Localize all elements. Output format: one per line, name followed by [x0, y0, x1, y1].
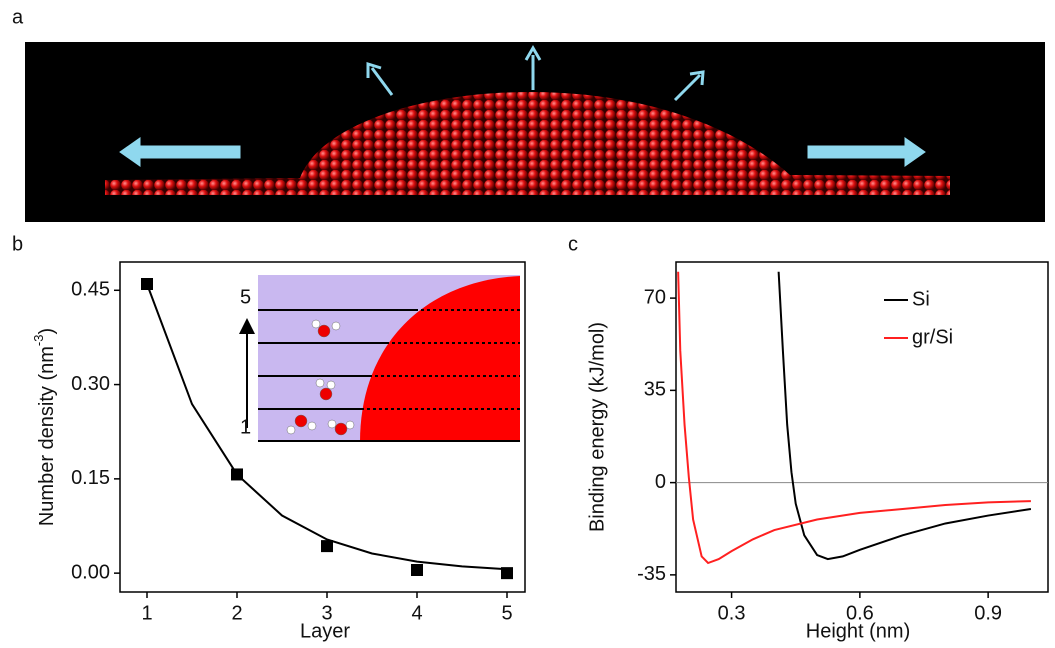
y-tick-label: 0.45	[71, 279, 110, 301]
inset-label: 1	[240, 416, 251, 438]
line	[146, 283, 508, 571]
x-tick-label: 0.6	[846, 602, 874, 624]
y-axis-label-text: Number density (nm	[36, 346, 58, 526]
line	[677, 271, 1031, 565]
x-tick-label: 5	[501, 602, 512, 624]
y-axis-label-end: )	[36, 328, 58, 335]
panel-label: c	[568, 233, 578, 255]
y-tick-label: 35	[644, 379, 666, 401]
x-tick-label: 2	[231, 602, 242, 624]
line	[777, 271, 1032, 561]
y-tick-label: 0.15	[71, 467, 110, 489]
legend-label: Si	[912, 288, 930, 310]
x-axis-label: Layer	[300, 620, 350, 642]
plot-area	[677, 271, 1032, 565]
x-tick-label: 4	[411, 602, 422, 624]
marker	[411, 564, 423, 576]
y-tick-label: 0	[655, 471, 666, 493]
inset: 5 1	[239, 275, 520, 442]
panel-label: a	[12, 6, 24, 28]
plot-frame	[675, 261, 1049, 593]
x-tick-label: 3	[321, 602, 332, 624]
x-axis-label: Height (nm)	[806, 620, 910, 642]
y-axis-label: Number density (nm-3)	[31, 328, 58, 526]
simulation-image	[25, 42, 1045, 222]
plot-area	[146, 283, 508, 571]
y-tick-label: 70	[644, 286, 666, 308]
y-tick-label: 0.00	[71, 561, 110, 583]
plot-frame	[119, 261, 526, 593]
marker	[501, 567, 513, 580]
marker	[321, 540, 333, 553]
marker	[141, 278, 153, 290]
x-tick-label: 1	[141, 602, 152, 624]
panel-label: b	[12, 233, 23, 255]
x-tick-label: 0.9	[974, 602, 1002, 624]
y-axis-label-sup: -3	[31, 335, 46, 347]
x-tick-label: 0.3	[718, 602, 746, 624]
y-axis-label: Binding energy (kJ/mol)	[586, 322, 608, 532]
inset-label: 5	[240, 286, 251, 308]
legend-label: gr/Si	[912, 326, 953, 348]
marker	[231, 468, 243, 481]
y-tick-label: -35	[637, 563, 666, 585]
y-tick-label: 0.30	[71, 373, 110, 395]
